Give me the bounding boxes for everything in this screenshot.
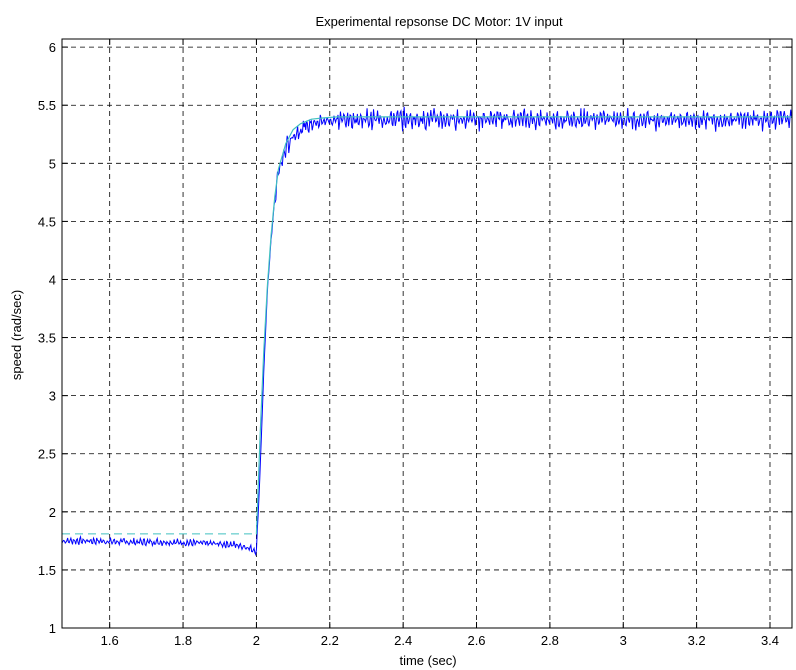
series-line-model [255,116,792,535]
y-tick-label: 4.5 [38,214,56,229]
chart-title: Experimental repsonse DC Motor: 1V input [315,14,563,29]
x-tick-labels: 1.6 1.8 2 2.2 2.4 2.6 2.8 3 3.2 3.4 [101,633,779,648]
x-tick-label: 2 [253,633,260,648]
x-tick-label: 2.4 [394,633,412,648]
x-tick-label: 2.8 [541,633,559,648]
y-axis-label: speed (rad/sec) [9,290,24,380]
y-tick-label: 3.5 [38,331,56,346]
plot-frame [61,38,793,629]
x-tick-label: 2.6 [467,633,485,648]
x-tick-label: 1.6 [101,633,119,648]
x-tick-label: 2.2 [321,633,339,648]
y-tick-label: 6 [49,40,56,55]
y-tick-label: 1 [49,621,56,636]
y-tick-label: 5 [49,156,56,171]
y-tick-label: 2 [49,505,56,520]
x-tick-label: 3.2 [688,633,706,648]
x-tick-label: 3 [620,633,627,648]
x-axis-label: time (sec) [399,653,456,668]
series-line-measured [62,106,792,557]
y-tick-label: 2.5 [38,447,56,462]
x-tick-label: 1.8 [174,633,192,648]
y-tick-label: 1.5 [38,563,56,578]
y-tick-label: 3 [49,389,56,404]
plot-area [62,106,792,557]
grid-lines [62,39,792,629]
y-tick-label: 5.5 [38,98,56,113]
y-tick-label: 4 [49,272,56,287]
axis-ticks [62,39,792,629]
x-tick-label: 3.4 [761,633,779,648]
y-tick-labels: 1 1.5 2 2.5 3 3.5 4 4.5 5 5.5 6 [38,40,56,636]
